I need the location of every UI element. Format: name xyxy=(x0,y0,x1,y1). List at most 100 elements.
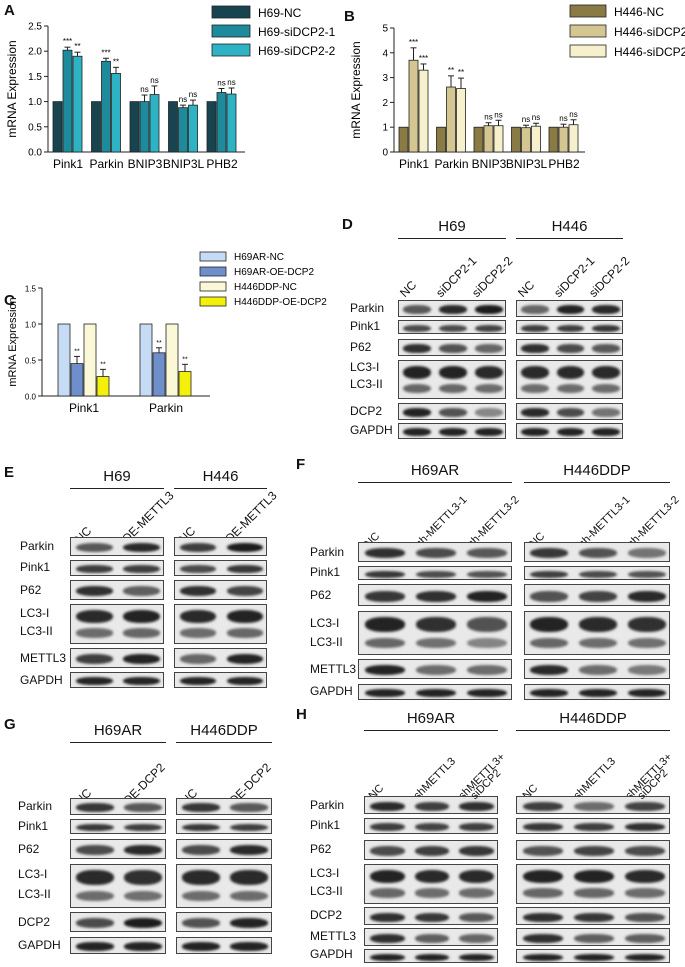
band xyxy=(467,590,508,602)
bar xyxy=(139,323,153,397)
band xyxy=(520,365,549,379)
panel-label-e: E xyxy=(4,464,15,481)
band xyxy=(530,548,569,558)
blot-strip xyxy=(516,864,670,904)
category-label: Parkin xyxy=(149,401,183,415)
blot-strip xyxy=(516,360,623,399)
significance-label: ns xyxy=(484,113,492,122)
band xyxy=(579,665,617,675)
significance-label: ** xyxy=(113,57,119,66)
bar xyxy=(129,101,140,153)
blot-strip xyxy=(176,819,272,834)
band xyxy=(414,953,450,961)
band xyxy=(402,324,432,332)
y-tick-label: 1.5 xyxy=(25,285,37,294)
legend-entry: H69-siDCP2-1 xyxy=(258,25,336,39)
category-label: Pink1 xyxy=(69,401,99,415)
band xyxy=(556,305,585,314)
protein-label: METTL3 xyxy=(20,651,67,665)
protein-label: LC3-II xyxy=(310,884,343,898)
band xyxy=(226,565,263,573)
blot-strip xyxy=(524,684,670,700)
band xyxy=(474,305,504,314)
blot-strip xyxy=(70,672,164,688)
band xyxy=(180,609,217,624)
blot-strip xyxy=(516,423,623,439)
bar xyxy=(216,92,227,153)
band xyxy=(76,918,114,928)
band xyxy=(474,365,504,379)
band xyxy=(369,869,405,884)
band xyxy=(230,803,268,812)
band xyxy=(573,823,614,831)
band xyxy=(459,823,495,831)
group-title: H69AR xyxy=(93,722,143,739)
band xyxy=(226,654,263,664)
blot-strip xyxy=(358,611,512,655)
band xyxy=(414,869,450,884)
protein-label: P62 xyxy=(18,842,40,856)
protein-label: Pink1 xyxy=(18,819,49,833)
band xyxy=(625,912,666,922)
protein-label: DCP2 xyxy=(310,908,343,922)
category-label: BNIP3L xyxy=(506,157,548,171)
protein-label: LC3-I xyxy=(20,606,50,620)
band xyxy=(369,912,405,922)
band xyxy=(414,846,450,856)
blot-strip xyxy=(364,907,498,925)
blot-strip xyxy=(70,648,164,668)
protein-label: Pink1 xyxy=(310,565,341,579)
group-title: H69AR xyxy=(410,462,460,479)
band xyxy=(226,542,263,553)
band xyxy=(573,933,614,943)
band xyxy=(522,953,563,961)
bar xyxy=(168,101,178,153)
protein-label: Pink1 xyxy=(20,560,51,574)
protein-label: P62 xyxy=(20,583,42,597)
band xyxy=(369,933,405,943)
legend-entry: H69-NC xyxy=(258,6,302,20)
bar xyxy=(456,88,466,153)
y-tick-label: 2.0 xyxy=(28,47,42,58)
group-underline xyxy=(398,238,506,239)
band xyxy=(579,689,617,697)
band xyxy=(364,617,405,633)
blot-strip xyxy=(174,560,267,576)
band xyxy=(474,428,504,436)
group-title: H446DDP xyxy=(563,462,631,479)
bar xyxy=(149,94,160,153)
band xyxy=(438,324,468,332)
bar xyxy=(473,126,484,153)
band xyxy=(438,428,468,436)
protein-label: P62 xyxy=(310,842,332,856)
band xyxy=(625,953,666,961)
protein-label: Parkin xyxy=(350,301,385,315)
bar xyxy=(436,126,446,153)
panel-label-h: H xyxy=(296,706,307,723)
band xyxy=(625,801,666,811)
band xyxy=(522,869,563,884)
bar xyxy=(531,125,541,153)
band xyxy=(625,933,666,943)
bar xyxy=(493,125,504,153)
bar xyxy=(206,101,217,153)
y-tick-label: 3 xyxy=(382,73,388,84)
band xyxy=(364,590,405,602)
group-title: H69AR xyxy=(406,710,456,727)
blot-strip xyxy=(524,659,670,679)
band xyxy=(124,870,162,886)
band xyxy=(76,677,113,685)
band xyxy=(76,542,113,553)
bar xyxy=(511,126,521,153)
blot-strip xyxy=(516,300,623,317)
band xyxy=(520,428,549,436)
band xyxy=(530,570,569,578)
blot-strip xyxy=(70,604,164,644)
panel-label-b: B xyxy=(344,8,355,25)
band xyxy=(522,933,563,943)
category-label: Pink1 xyxy=(53,157,83,171)
band xyxy=(180,677,217,685)
legend-swatch xyxy=(569,44,607,58)
band xyxy=(592,408,621,417)
protein-label: GAPDH xyxy=(18,938,61,952)
